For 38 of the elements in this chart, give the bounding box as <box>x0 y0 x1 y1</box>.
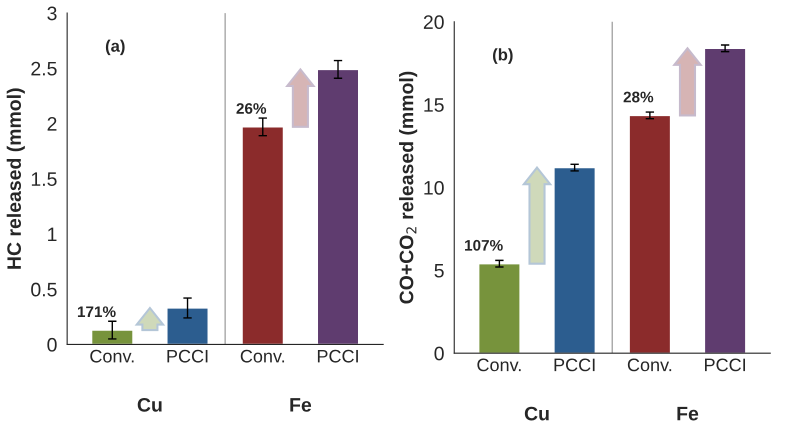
y-tick-label: 1 <box>48 228 56 242</box>
x-tick-label: PCCI <box>705 358 746 372</box>
x-tick-label: Conv. <box>628 358 672 372</box>
text: Fe <box>677 406 698 420</box>
text: Fe <box>290 398 312 412</box>
y-tick-label: 20 <box>424 15 444 30</box>
annotation: (a) <box>106 40 125 56</box>
bar <box>478 263 521 354</box>
bar <box>316 68 360 344</box>
x-tick-label: PCCI <box>318 350 358 363</box>
x-tick-label: Conv. <box>90 350 134 363</box>
x-tick-label: PCCI <box>167 350 208 363</box>
y-tick-label: 0.5 <box>31 282 57 296</box>
y-tick-label: 0 <box>434 346 444 360</box>
y-tick-label: 10 <box>424 180 444 195</box>
annotation: 26% <box>236 103 266 114</box>
annotation: 171% <box>78 306 116 318</box>
y-tick-label: 0 <box>47 338 57 352</box>
y-tick-label: 5 <box>434 264 444 278</box>
text: Cu <box>524 406 549 420</box>
x-tick-label: Conv. <box>240 350 284 363</box>
y-axis-title: HC released (mmol) <box>6 88 25 269</box>
y-tick-label: 2.5 <box>31 62 57 76</box>
y-tick-label: 2 <box>48 117 56 131</box>
x-tick-label: PCCI <box>554 358 595 372</box>
text: Cu <box>138 398 162 412</box>
bar <box>90 329 134 344</box>
bar <box>704 48 746 354</box>
y-tick-label: 3 <box>47 6 57 20</box>
annotation: 28% <box>624 92 654 102</box>
y-tick-label: 15 <box>424 98 444 112</box>
annotation: 107% <box>465 240 503 251</box>
annotation: (b) <box>493 48 513 64</box>
y-axis-title: CO+CO$_{2}$ released (mmol) <box>399 72 418 304</box>
x-tick-label: Conv. <box>477 358 521 372</box>
bar <box>628 114 672 354</box>
bar <box>241 126 284 344</box>
y-tick-label: 1.5 <box>32 172 57 186</box>
